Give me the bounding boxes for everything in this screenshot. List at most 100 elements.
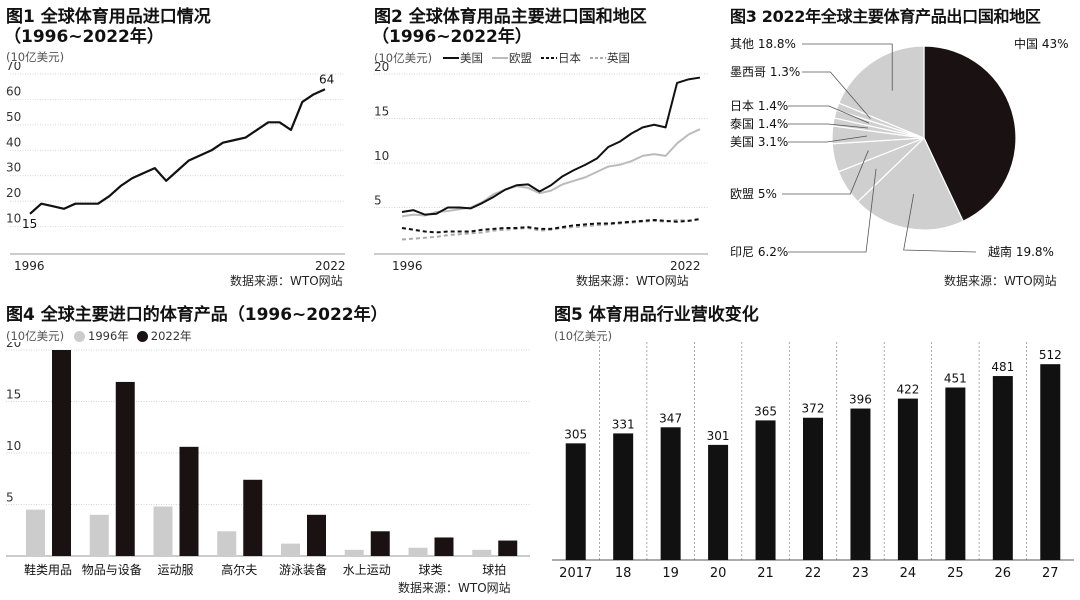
figure5-data-label: 481 — [991, 360, 1014, 374]
figure3-slice-label: 越南 19.8% — [988, 244, 1054, 259]
figure3-slice-label: 其他 18.8% — [730, 37, 796, 51]
figure5-data-label: 305 — [564, 427, 587, 441]
figure3-leader-line — [802, 43, 893, 91]
figure5-data-label: 347 — [659, 411, 682, 425]
figure3-leader-line — [782, 150, 869, 195]
figure3-leader-line — [788, 105, 870, 124]
figure3-slice-label: 中国 43% — [1014, 36, 1069, 51]
figure2-xtick-label: 2022 — [670, 259, 701, 273]
figure2-series-line — [401, 128, 701, 218]
figure5-data-label: 331 — [612, 417, 635, 431]
figure2-subtitle: （1996~2022年） — [372, 27, 532, 47]
figure2-series-line — [401, 76, 701, 216]
figure4-category-label: 鞋类用品 — [24, 562, 72, 577]
figure4-category-label: 水上运动 — [343, 563, 391, 577]
figure4-bar — [370, 531, 390, 556]
figure5-bar — [755, 420, 776, 560]
figure5-category-label: 20 — [710, 566, 727, 581]
figure5-category-label: 22 — [805, 566, 822, 581]
figure5-chart: 305 2017 331 18 347 19 301 20 365 21 372 22 396 23 422… — [552, 342, 1074, 581]
figure2-legend-label: 日本 — [558, 51, 581, 65]
figure4-legend-label: 1996年 — [88, 329, 129, 343]
figure4-bar — [179, 446, 199, 556]
figure3-chart: 中国 43% 越南 19.8% 印尼 6.2% 欧盟 5% 美国 3.1% 泰国 1.4%… — [730, 36, 1069, 259]
figure5-category-label: 24 — [900, 566, 917, 581]
figure4-title: 图4 全球主要进口的体育产品（1996~2022年） — [6, 305, 388, 325]
figure1-xtick-label: 1996 — [14, 259, 45, 273]
figure5-bar — [850, 408, 871, 560]
figure5-category-label: 19 — [662, 566, 679, 581]
figure2-title: 图2 全球体育用品主要进口国和地区 — [374, 7, 647, 27]
figure4-bar — [89, 514, 109, 556]
figure1-unit: (10亿美元) — [6, 50, 65, 64]
figure3-pie-slice — [838, 45, 925, 139]
figure3-title: 图3 2022年全球主要体育产品出口国和地区 — [730, 7, 1041, 26]
figure2-legend-swatch — [492, 57, 508, 59]
figure3-source: 数据来源：WTO网站 — [944, 274, 1057, 288]
figure1-ytick-label: 50 — [6, 110, 21, 124]
figure3-leader-line — [903, 194, 977, 253]
figure3-slice-label: 墨西哥 1.3% — [730, 65, 800, 79]
figure2-series-line — [401, 218, 701, 234]
figure2-chart: 5 10 15 20 1996 2022 — [374, 62, 708, 273]
figure5-data-label: 422 — [896, 383, 919, 397]
figure2-ytick-label: 5 — [374, 194, 382, 208]
figure4-chart: 5 10 15 20 鞋类用品 物品与设备 运动服 高尔夫 游泳装备 水上运动 球类 球拍 — [6, 342, 530, 577]
figure3-leader-line — [788, 168, 877, 253]
figure1-ytick-label: 60 — [6, 84, 21, 98]
figure1-ytick-label: 40 — [6, 135, 21, 149]
figure4-category-label: 高尔夫 — [221, 562, 257, 577]
figure1-title: 图1 全球体育用品进口情况 — [6, 7, 211, 27]
figure5-category-label: 27 — [1042, 566, 1059, 581]
figure4-bar — [243, 479, 263, 556]
figure1-ytick-label: 20 — [6, 186, 21, 200]
figure4-category-label: 运动服 — [157, 563, 193, 577]
figure5-title: 图5 体育用品行业营收变化 — [554, 305, 759, 325]
figure4-category-label: 物品与设备 — [82, 563, 142, 577]
figure1-data-label: 64 — [319, 72, 334, 86]
figure2-legend-item: 美国 — [442, 50, 483, 66]
figure3-panel: 图3 2022年全球主要体育产品出口国和地区 中国 43% 越南 19.8% 印尼 … — [726, 0, 1080, 295]
figure5-data-label: 372 — [802, 402, 825, 416]
figure3-leader-line — [788, 135, 868, 143]
figure4-unit: (10亿美元) — [6, 329, 65, 343]
figure4-category-label: 游泳装备 — [279, 563, 327, 577]
figure5-bar — [803, 417, 823, 560]
figure3-pie-slice — [923, 45, 1017, 223]
figure4-category-label: 球拍 — [482, 562, 506, 577]
figure1-xtick-label: 2022 — [315, 259, 346, 273]
figure5-data-label: 451 — [944, 372, 967, 386]
figure4-legend-item: 2022年 — [136, 328, 192, 344]
figure4-bar — [408, 547, 428, 556]
figure4-source: 数据来源：WTO网站 — [398, 581, 511, 595]
figure5-bar — [660, 427, 681, 560]
figure1-subtitle: （1996~2022年） — [4, 27, 164, 47]
figure1-chart: 10 20 30 40 50 60 70 15 64 1996 2022 — [6, 62, 346, 273]
figure4-bar — [217, 531, 237, 556]
figure4-legend-dot — [74, 330, 85, 342]
figure4-bar — [153, 506, 173, 556]
figure5-data-label: 365 — [754, 404, 777, 418]
figure2-legend-label: 英国 — [607, 51, 630, 65]
figure1-ytick-label: 70 — [6, 62, 21, 73]
figure4-bar — [281, 543, 300, 556]
figure2-ytick-label: 20 — [374, 62, 389, 74]
figure2-unit: (10亿美元) — [374, 51, 433, 65]
figure5-bar — [945, 387, 966, 560]
figure4-bar — [472, 549, 492, 556]
figure4-ytick-label: 5 — [6, 491, 14, 505]
figure5-bar — [613, 433, 634, 560]
figure1-ytick-label: 30 — [6, 161, 21, 175]
figure4-bar — [52, 350, 71, 556]
figure4-ytick-label: 10 — [6, 439, 21, 453]
figure5-bar — [708, 444, 729, 560]
figure1-ytick-label: 10 — [6, 212, 21, 226]
figure2-legend-item: 日本 — [540, 50, 581, 66]
figure2-legend-label: 欧盟 — [509, 51, 532, 65]
figure2-panel: 图2 全球体育用品主要进口国和地区 （1996~2022年） (10亿美元) 美… — [368, 0, 720, 295]
figure2-legend-swatch — [590, 57, 606, 59]
figure4-bar — [498, 540, 518, 556]
figure5-category-label: 18 — [615, 566, 632, 581]
figure4-ytick-label: 15 — [6, 388, 21, 402]
figure5-bar — [992, 376, 1013, 560]
